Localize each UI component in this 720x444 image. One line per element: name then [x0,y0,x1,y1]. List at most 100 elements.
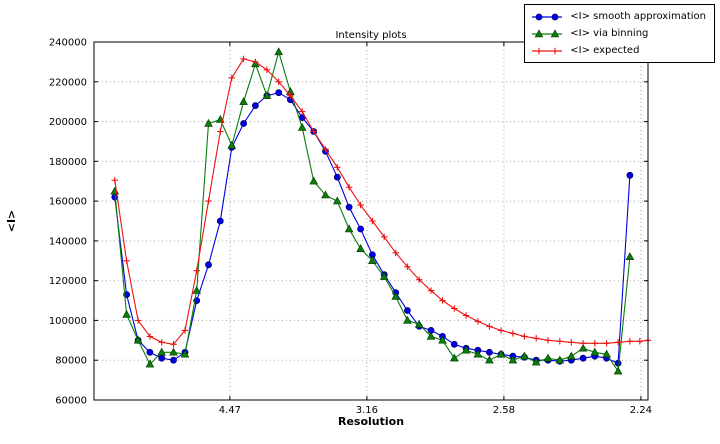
legend: <I> smooth approximation <I> via binning… [524,4,715,63]
plus-marker [205,197,212,205]
plus-marker [228,74,235,81]
circle-marker [614,359,622,367]
plus-marker [263,66,271,73]
plus-marker [170,341,177,348]
plus-marker [462,312,470,319]
plus-marker [552,47,559,54]
triangle-marker [110,186,120,195]
circle-marker [251,102,259,109]
plus-marker [568,339,575,346]
triangle-marker [449,353,459,362]
plus-marker [536,47,543,54]
triangle-marker [625,252,635,260]
y-tick-label: 140000 [49,236,87,247]
y-tick-label: 240000 [49,38,87,49]
triangle-marker [566,351,576,360]
triangle-marker [520,351,529,360]
series-line-0 [114,92,631,365]
y-tick-label: 80000 [55,356,87,367]
plus-marker [193,267,200,274]
triangle-marker [379,272,389,280]
plus-marker [111,177,118,184]
plus-marker [556,338,563,345]
y-tick-label: 220000 [49,77,87,88]
triangle-marker [543,353,553,362]
triangle-marker [368,256,377,264]
x-tick-label: 2.58 [493,405,515,416]
plus-marker [322,146,329,153]
triangle-marker [531,357,541,366]
circle-marker [403,307,411,314]
triangle-marker [414,319,424,328]
legend-label: <I> via binning [570,28,649,39]
circle-marker [579,354,587,362]
triangle-marker [403,315,412,324]
triangle-marker [461,345,471,354]
circle-marker [345,203,353,211]
legend-sample-plus-line [532,47,563,54]
circle-marker [240,120,247,127]
triangle-marker [297,122,307,131]
legend-sample-triangle-line [532,28,563,37]
legend-label: <I> expected [570,45,640,56]
y-axis-label: <I> [5,210,18,233]
plus-marker [287,92,294,99]
plus-marker [334,164,341,171]
triangle-marker [133,335,143,344]
chart-title: Intensity plots [335,30,406,41]
plus-marker [357,201,364,209]
triangle-marker [262,91,272,99]
legend-entry-smooth-approximation: <I> smooth approximation [530,9,706,24]
triangle-marker [157,347,167,356]
plus-marker [614,339,622,346]
x-axis-label: Resolution [338,415,404,428]
y-tick-label: 200000 [49,117,87,128]
plus-marker [345,184,353,191]
plus-marker [544,337,552,344]
plus-marker [392,249,399,256]
plus-marker [486,323,493,330]
plus-marker [217,128,224,135]
plus-marker [275,78,282,85]
triangle-marker [145,359,155,368]
legend-entry-expected: <I> expected [530,43,706,58]
y-tick-label: 160000 [49,197,87,208]
plus-marker [299,108,306,115]
triangle-marker [204,118,213,127]
triangle-marker [274,47,284,56]
triangle-marker [590,347,600,356]
triangle-marker [473,349,483,358]
legend-sample-circle-line [532,13,563,20]
plus-marker [146,333,154,340]
triangle-marker [438,335,447,344]
circle-marker [216,217,224,225]
triangle-marker [496,349,506,358]
circle-marker [333,173,341,181]
circle-marker [485,348,493,356]
plus-marker [474,318,482,325]
plus-marker [497,327,505,334]
plus-marker [416,276,423,283]
circle-marker [158,354,166,362]
triangle-marker [534,28,544,37]
plus-marker [123,257,130,264]
triangle-marker [321,190,330,199]
circle-marker [450,340,458,348]
plus-marker [134,317,142,324]
triangle-marker [309,176,319,185]
y-tick-label: 120000 [49,276,87,287]
axes-box [93,41,649,401]
x-tick-label: 2.24 [630,405,652,416]
plus-marker [181,327,189,334]
plus-marker [636,338,643,345]
plus-marker [158,339,165,346]
triangle-marker [391,291,401,300]
y-tick-label: 60000 [55,396,87,407]
triangle-marker [332,196,342,205]
circle-marker [551,13,559,20]
legend-label: <I> smooth approximation [570,11,706,22]
circle-marker [170,356,177,364]
plus-marker [252,58,259,66]
triangle-marker [122,309,131,318]
